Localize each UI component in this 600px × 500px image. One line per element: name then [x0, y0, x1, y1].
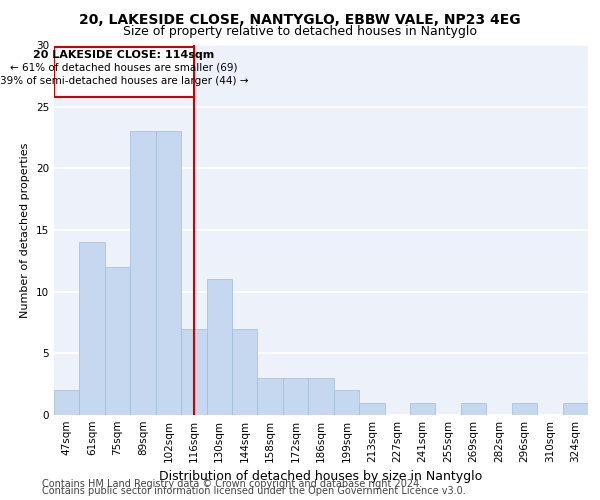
Bar — [283, 378, 308, 415]
Bar — [79, 242, 105, 415]
Bar — [206, 280, 232, 415]
Text: 39% of semi-detached houses are larger (44) →: 39% of semi-detached houses are larger (… — [0, 76, 248, 86]
Bar — [308, 378, 334, 415]
Text: ← 61% of detached houses are smaller (69): ← 61% of detached houses are smaller (69… — [10, 63, 238, 73]
Bar — [334, 390, 359, 415]
Text: Size of property relative to detached houses in Nantyglo: Size of property relative to detached ho… — [123, 25, 477, 38]
Bar — [54, 390, 79, 415]
Text: 20, LAKESIDE CLOSE, NANTYGLO, EBBW VALE, NP23 4EG: 20, LAKESIDE CLOSE, NANTYGLO, EBBW VALE,… — [79, 12, 521, 26]
FancyBboxPatch shape — [54, 47, 194, 97]
Bar — [512, 402, 537, 415]
Text: 20 LAKESIDE CLOSE: 114sqm: 20 LAKESIDE CLOSE: 114sqm — [34, 50, 215, 60]
Bar — [156, 132, 181, 415]
Bar — [181, 328, 206, 415]
Text: Contains HM Land Registry data © Crown copyright and database right 2024.: Contains HM Land Registry data © Crown c… — [42, 479, 422, 489]
Bar — [563, 402, 588, 415]
Bar — [359, 402, 385, 415]
X-axis label: Distribution of detached houses by size in Nantyglo: Distribution of detached houses by size … — [160, 470, 482, 484]
Bar — [232, 328, 257, 415]
Bar — [257, 378, 283, 415]
Y-axis label: Number of detached properties: Number of detached properties — [20, 142, 31, 318]
Bar — [461, 402, 486, 415]
Bar — [410, 402, 436, 415]
Text: Contains public sector information licensed under the Open Government Licence v3: Contains public sector information licen… — [42, 486, 466, 496]
Bar — [105, 267, 130, 415]
Bar — [130, 132, 156, 415]
